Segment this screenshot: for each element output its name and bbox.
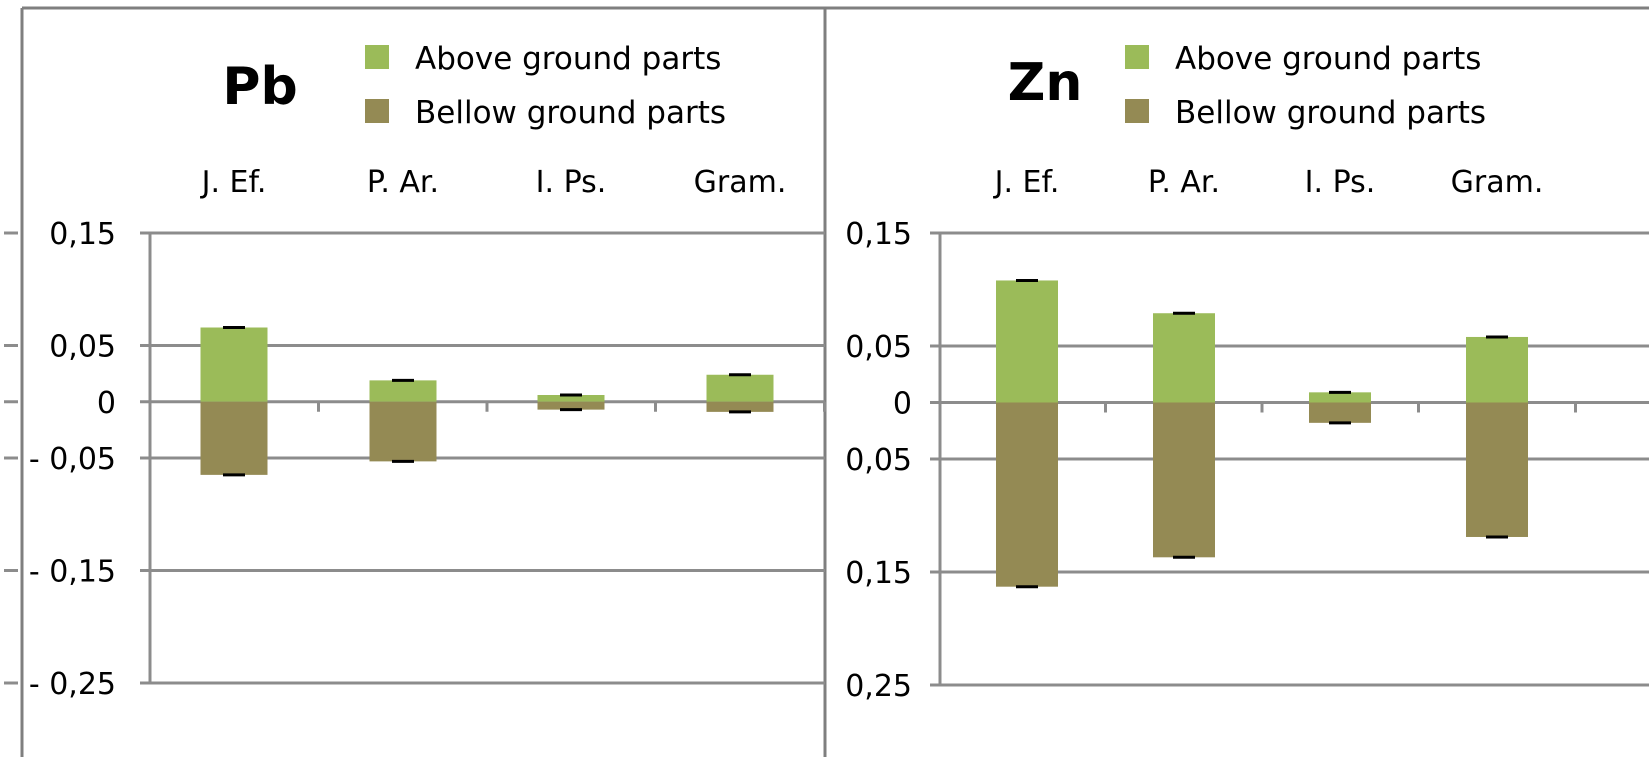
y-tick-label: - 0,05 [29, 442, 116, 477]
y-tick-label: 0,15 [845, 217, 912, 252]
legend-label-bellow: Bellow ground parts [1175, 95, 1486, 131]
y-tick-label: - 0,15 [29, 555, 116, 590]
bar-above [369, 380, 437, 402]
y-tick-label: 0,05 [845, 330, 912, 365]
legend-label-above: Above ground parts [1175, 41, 1481, 77]
legend-swatch-bellow [1125, 99, 1149, 123]
category-label: Gram. [1451, 165, 1544, 200]
bar-above [996, 280, 1058, 403]
chart-panel-pb: Pb Above ground parts Bellow ground parts J… [4, 41, 826, 702]
legend-swatch-bellow [365, 99, 389, 123]
bar-above [1466, 336, 1528, 403]
y-tick-label: - 0,25 [29, 667, 116, 702]
bar-above [706, 374, 774, 402]
y-tick-label: 0,15 [845, 556, 912, 591]
chart-panel-zn: Zn Above ground parts Bellow ground parts J… [845, 41, 1649, 704]
category-label: P. Ar. [367, 165, 439, 200]
bar-bellow [537, 401, 605, 410]
y-tick-label: 0,25 [845, 669, 912, 704]
bar-above [1153, 313, 1215, 403]
bar-bellow [1466, 402, 1528, 537]
legend-label-above: Above ground parts [415, 41, 721, 77]
category-label: P. Ar. [1148, 165, 1220, 200]
bar-bellow [1309, 402, 1371, 423]
bar-above [200, 327, 268, 402]
bar-bellow [706, 401, 774, 412]
y-tick-label: 0 [893, 387, 912, 422]
category-label: I. Ps. [536, 165, 607, 200]
bar-above [1309, 392, 1371, 403]
category-label: I. Ps. [1305, 165, 1376, 200]
legend-label-bellow: Bellow ground parts [415, 95, 726, 131]
y-tick-label: 0,05 [845, 443, 912, 478]
legend-swatch-above [365, 45, 389, 69]
chart-title: Pb [222, 57, 297, 117]
bar-bellow [369, 401, 437, 462]
category-label: Gram. [694, 165, 787, 200]
y-tick-label: 0 [97, 386, 116, 421]
bar-bellow [1153, 402, 1215, 558]
y-tick-label: 0,15 [49, 217, 116, 252]
category-label: J. Ef. [200, 165, 267, 200]
category-label: J. Ef. [993, 165, 1060, 200]
bar-bellow [200, 401, 268, 475]
chart-title: Zn [1008, 53, 1083, 113]
bar-above [537, 395, 605, 402]
legend-swatch-above [1125, 45, 1149, 69]
bar-bellow [996, 402, 1058, 587]
y-tick-label: 0,05 [49, 330, 116, 365]
